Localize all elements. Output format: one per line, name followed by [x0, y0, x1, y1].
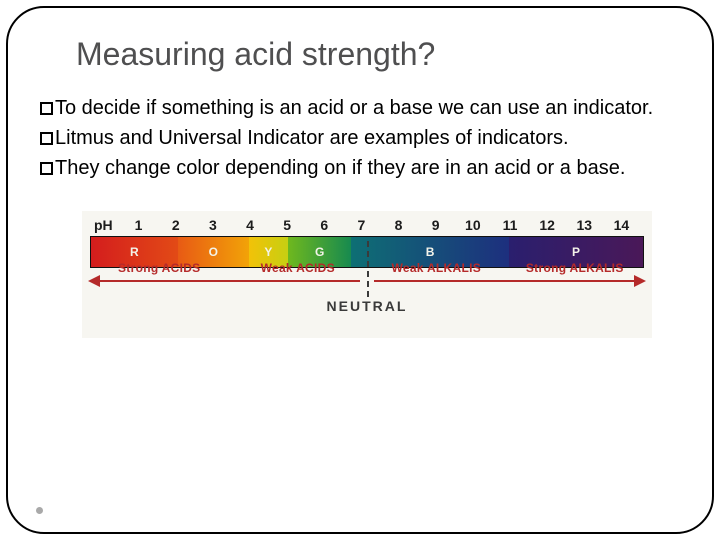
ph-number: 3 [194, 217, 231, 233]
slide-title: Measuring acid strength? [76, 36, 680, 73]
arrow-left-icon [90, 280, 360, 282]
ph-number: 5 [269, 217, 306, 233]
square-bullet-icon [40, 162, 53, 175]
arrow-row [90, 280, 644, 282]
bullet-list: To decide if something is an acid or a b… [40, 95, 680, 181]
ph-below-labels: Strong ACIDS Weak ACIDS Weak ALKALIS Str… [90, 274, 644, 328]
bullet-text: They change color depending on if they a… [55, 157, 625, 179]
ph-number: 13 [566, 217, 603, 233]
label-neutral: NEUTRAL [90, 298, 644, 314]
bullet-item: They change color depending on if they a… [40, 155, 680, 181]
ph-scale-numbers: pH 1 2 3 4 5 6 7 8 9 10 11 12 13 14 [90, 217, 644, 236]
ph-chart: pH 1 2 3 4 5 6 7 8 9 10 11 12 13 14 ROYG… [82, 211, 652, 338]
ph-number: 12 [529, 217, 566, 233]
square-bullet-icon [40, 132, 53, 145]
label-weak-alkalis: Weak ALKALIS [367, 261, 506, 275]
arrow-right-icon [374, 280, 644, 282]
ph-number: 14 [603, 217, 640, 233]
ph-number: 7 [343, 217, 380, 233]
bullet-item: Litmus and Universal Indicator are examp… [40, 125, 680, 151]
ph-number: 4 [231, 217, 268, 233]
bullet-text: To decide if something is an acid or a b… [55, 97, 653, 119]
ph-number: 6 [306, 217, 343, 233]
ph-number: 1 [120, 217, 157, 233]
neutral-dashed-line-icon [367, 241, 369, 297]
ph-number: 10 [454, 217, 491, 233]
footer-dot-icon [36, 507, 43, 514]
bullet-text: Litmus and Universal Indicator are examp… [55, 127, 569, 149]
label-strong-alkalis: Strong ALKALIS [506, 261, 645, 275]
label-weak-acids: Weak ACIDS [229, 261, 368, 275]
ph-prefix: pH [94, 217, 120, 233]
ph-number: 11 [491, 217, 528, 233]
slide-frame: Measuring acid strength? To decide if so… [6, 6, 714, 534]
ph-number: 2 [157, 217, 194, 233]
ph-number: 8 [380, 217, 417, 233]
bullet-item: To decide if something is an acid or a b… [40, 95, 680, 121]
square-bullet-icon [40, 102, 53, 115]
label-strong-acids: Strong ACIDS [90, 261, 229, 275]
ph-number: 9 [417, 217, 454, 233]
